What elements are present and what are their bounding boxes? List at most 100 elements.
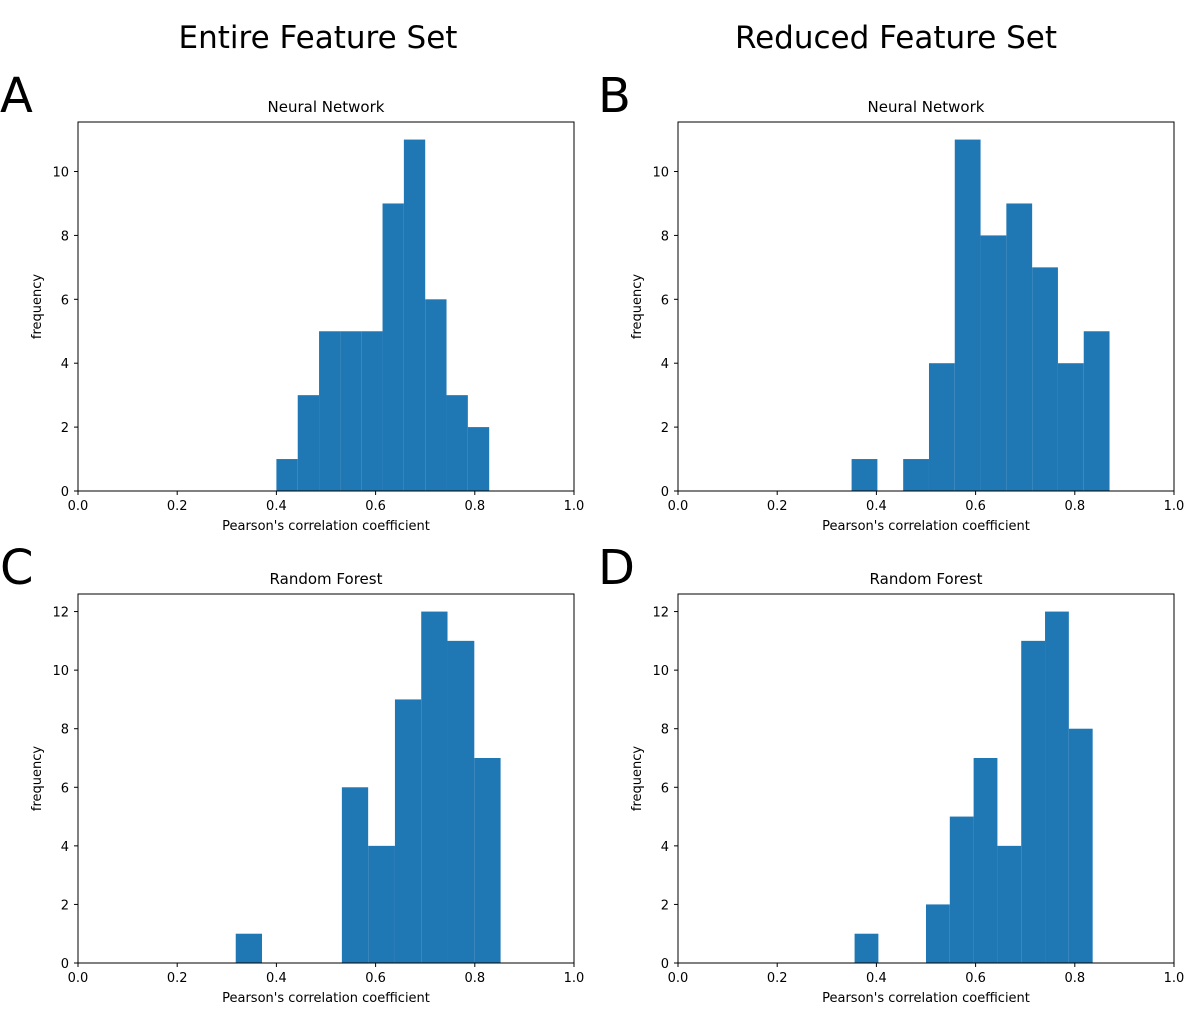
- x-tick-label: 0.4: [266, 499, 287, 514]
- column-title-entire: Entire Feature Set: [178, 20, 458, 56]
- axes-frame: [77, 121, 575, 492]
- y-tick-label: 10: [652, 166, 669, 181]
- histogram-panel-a: 0.0 0.2 0.4 0.6 0.8 1.0 0 2 4 6 8 10 Neural Network P…: [30, 98, 584, 534]
- histogram-bar: [954, 139, 981, 492]
- x-tick-label: 0.2: [167, 971, 188, 986]
- x-tick-label: 0.8: [464, 499, 485, 514]
- x-tick-label: 0.2: [167, 499, 188, 514]
- y-tick-label: 6: [61, 781, 69, 796]
- y-tick-label: 6: [661, 293, 669, 308]
- x-tick-label: 0.0: [668, 971, 689, 986]
- histogram-bar: [394, 699, 422, 963]
- y-tick-label: 8: [661, 723, 669, 738]
- x-tick-label: 0.2: [767, 971, 788, 986]
- x-tick-label: 0.6: [965, 971, 986, 986]
- histogram-bar: [340, 331, 362, 491]
- panel-label-c: C: [0, 540, 34, 596]
- y-tick-label: 10: [52, 166, 69, 181]
- panel-title: Random Forest: [870, 570, 983, 588]
- histogram-bar: [903, 459, 929, 491]
- y-tick-label: 2: [61, 421, 69, 436]
- histogram-bar: [297, 395, 320, 491]
- axes-frame: [677, 121, 1175, 492]
- histogram-bar: [1068, 728, 1093, 963]
- x-tick-label: 0.6: [965, 499, 986, 514]
- histogram-bar: [1045, 611, 1069, 963]
- histogram-bar: [276, 459, 298, 491]
- y-tick-label: 0: [61, 485, 69, 500]
- axes-frame: [677, 593, 1175, 964]
- histogram-bar: [319, 331, 341, 491]
- y-tick-label: 10: [652, 664, 669, 679]
- x-tick-label: 0.6: [365, 499, 386, 514]
- histogram-panel-d: 0.0 0.2 0.4 0.6 0.8 1.0 0 2 4 6 8 10 12 Random Forest…: [630, 570, 1184, 1006]
- histogram-bar: [928, 363, 955, 491]
- y-tick-label: 12: [652, 606, 669, 621]
- x-axis-label: Pearson's correlation coefficient: [822, 519, 1030, 534]
- histogram-panel-c: 0.0 0.2 0.4 0.6 0.8 1.0 0 2 4 6 8 10 12 Random Forest…: [30, 570, 584, 1006]
- panel-label-d: D: [598, 540, 635, 596]
- histogram-bar: [1021, 640, 1046, 963]
- histogram-bar: [851, 459, 878, 491]
- y-tick-label: 6: [661, 781, 669, 796]
- histogram-bar: [1032, 267, 1058, 491]
- histogram-bar: [854, 933, 879, 963]
- y-tick-label: 12: [52, 606, 69, 621]
- histogram-bar: [403, 139, 426, 492]
- x-tick-label: 1.0: [564, 499, 585, 514]
- y-tick-label: 10: [52, 664, 69, 679]
- histogram-bar: [235, 933, 263, 963]
- panel-title: Neural Network: [868, 98, 985, 116]
- y-tick-label: 4: [61, 840, 69, 855]
- panel-title: Neural Network: [268, 98, 385, 116]
- axes-frame: [77, 593, 575, 964]
- histogram-bar: [973, 758, 998, 963]
- histogram-bar: [467, 427, 490, 491]
- x-axis-label: Pearson's correlation coefficient: [822, 991, 1030, 1006]
- histogram-bar: [1006, 203, 1033, 491]
- histogram-bar: [1083, 331, 1110, 491]
- y-tick-label: 8: [61, 723, 69, 738]
- y-tick-label: 4: [661, 357, 669, 372]
- y-tick-label: 4: [61, 357, 69, 372]
- x-tick-label: 0.0: [68, 971, 89, 986]
- x-axis-label: Pearson's correlation coefficient: [222, 519, 430, 534]
- histogram-bar: [341, 787, 369, 963]
- y-tick-label: 8: [61, 229, 69, 244]
- histogram-bar: [382, 203, 404, 491]
- histogram-bar: [997, 845, 1022, 963]
- y-tick-label: 2: [661, 898, 669, 913]
- x-tick-label: 0.0: [68, 499, 89, 514]
- x-tick-label: 1.0: [564, 971, 585, 986]
- histogram-bar: [926, 904, 950, 963]
- histogram-bar: [425, 299, 447, 491]
- x-tick-label: 1.0: [1164, 499, 1185, 514]
- histogram-bar: [1057, 363, 1084, 491]
- y-tick-label: 0: [661, 957, 669, 972]
- x-tick-label: 0.2: [767, 499, 788, 514]
- x-tick-label: 0.4: [866, 971, 887, 986]
- y-tick-label: 6: [61, 293, 69, 308]
- x-tick-label: 0.4: [266, 971, 287, 986]
- y-tick-label: 0: [61, 957, 69, 972]
- histogram-bar: [980, 235, 1007, 491]
- y-axis-label: frequency: [630, 746, 645, 812]
- panel-title: Random Forest: [270, 570, 383, 588]
- x-tick-label: 0.8: [1064, 971, 1085, 986]
- x-tick-label: 0.0: [668, 499, 689, 514]
- histogram-panel-b: 0.0 0.2 0.4 0.6 0.8 1.0 0 2 4 6 8 10 Neural Network P…: [630, 98, 1184, 534]
- histogram-bar: [447, 640, 475, 963]
- histogram-bar: [421, 611, 448, 963]
- histogram-bar: [361, 331, 383, 491]
- histogram-bar: [949, 816, 974, 963]
- histogram-bar: [446, 395, 468, 491]
- y-axis-label: frequency: [30, 274, 45, 340]
- x-axis-label: Pearson's correlation coefficient: [222, 991, 430, 1006]
- y-tick-label: 2: [661, 421, 669, 436]
- y-tick-label: 2: [61, 898, 69, 913]
- x-tick-label: 1.0: [1164, 971, 1185, 986]
- histogram-bar: [474, 758, 501, 963]
- y-axis-label: frequency: [630, 274, 645, 340]
- y-tick-label: 0: [661, 485, 669, 500]
